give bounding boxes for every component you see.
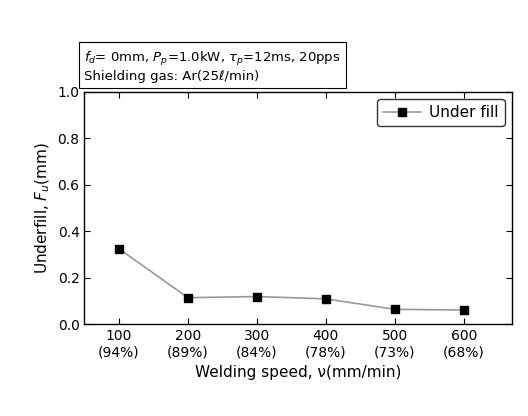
Under fill xyxy=(392,307,398,312)
Line: Under fill: Under fill xyxy=(115,245,468,314)
Under fill xyxy=(461,307,467,312)
Under fill xyxy=(323,296,329,301)
Text: $f_{d}$= 0mm, $P_{p}$=1.0kW, $\tau_{p}$=12ms, 20pps
Shielding gas: Ar(25ℓ/min): $f_{d}$= 0mm, $P_{p}$=1.0kW, $\tau_{p}$=… xyxy=(84,50,341,83)
Under fill xyxy=(254,294,260,299)
Under fill xyxy=(116,246,122,251)
X-axis label: Welding speed, ν(mm/min): Welding speed, ν(mm/min) xyxy=(195,365,401,380)
Legend: Under fill: Under fill xyxy=(377,99,505,126)
Under fill xyxy=(185,295,191,300)
Y-axis label: Underfill, $F_u$(mm): Underfill, $F_u$(mm) xyxy=(34,142,52,274)
